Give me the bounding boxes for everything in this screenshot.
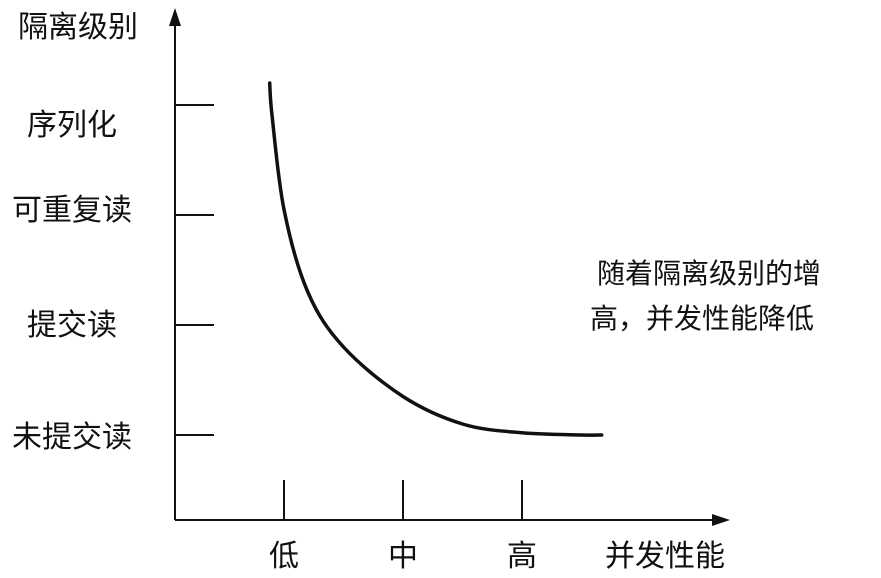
x-tick-label-2: 高 xyxy=(507,539,537,574)
y-axis-arrow xyxy=(169,8,181,26)
annotation-line-1: 随着隔离级别的增 xyxy=(597,257,821,290)
x-axis-label: 并发性能 xyxy=(605,539,725,574)
y-tick-label-2: 可重复读 xyxy=(12,193,132,228)
y-axis-label: 隔离级别 xyxy=(18,10,138,45)
series-line-0 xyxy=(267,81,604,437)
y-tick-label-1: 提交读 xyxy=(27,308,117,343)
y-tick-label-0: 未提交读 xyxy=(12,420,132,455)
x-tick-label-1: 中 xyxy=(388,539,418,574)
x-axis-arrow xyxy=(712,514,730,526)
x-tick-label-0: 低 xyxy=(269,539,299,574)
annotation-line-2: 高，并发性能降低 xyxy=(590,302,814,335)
y-tick-label-3: 序列化 xyxy=(27,108,117,143)
